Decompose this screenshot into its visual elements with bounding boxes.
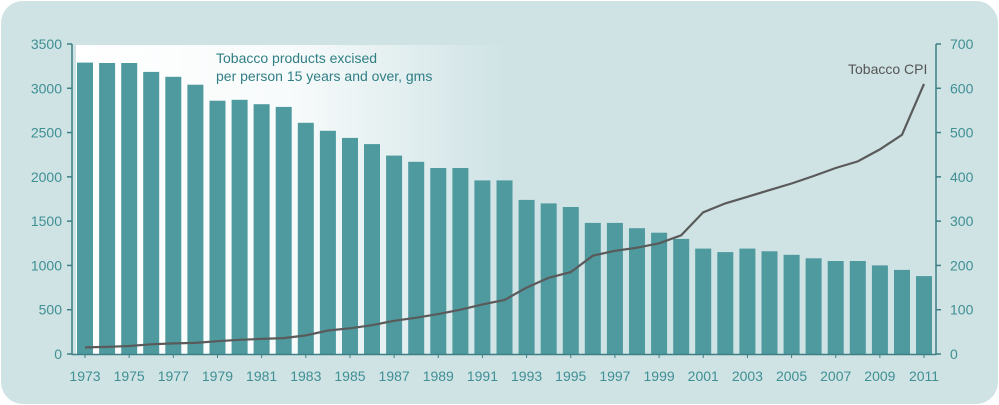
- bar-1980: [231, 99, 248, 354]
- bar-2010: [894, 269, 910, 354]
- bar-1993: [518, 199, 535, 354]
- x-tick-label: 1975: [114, 368, 145, 384]
- right-tick-label: 100: [950, 302, 974, 318]
- left-tick-label: 0: [54, 346, 62, 362]
- bar-2004: [761, 251, 778, 354]
- bar-2009: [871, 265, 888, 354]
- x-axis-ticks: 1973 1975 1977 1979 1981 1983 1985 1987 1989 1991…: [69, 354, 939, 384]
- left-axis-ticks: 0 500 1000 1500 2000 2500 3000 3500: [31, 36, 72, 362]
- x-tick-label: 1973: [69, 368, 100, 384]
- bar-1974: [99, 63, 116, 354]
- x-tick-label: 2003: [732, 368, 763, 384]
- x-tick-label: 1987: [379, 368, 410, 384]
- right-tick-label: 400: [950, 169, 974, 185]
- bar-1976: [143, 71, 160, 355]
- right-axis-ticks: 0 100 200 300 400 500 600 700: [936, 36, 974, 362]
- x-tick-label: 2001: [688, 368, 719, 384]
- bar-1981: [253, 104, 270, 354]
- right-tick-label: 500: [950, 125, 974, 141]
- x-tick-label: 1985: [334, 368, 365, 384]
- bar-2000: [673, 238, 690, 354]
- left-tick-label: 1500: [31, 213, 62, 229]
- right-tick-label: 300: [950, 213, 974, 229]
- bar-1977: [165, 76, 182, 355]
- x-tick-label: 1983: [290, 368, 321, 384]
- left-tick-label: 2000: [31, 169, 62, 185]
- x-tick-label: 1991: [467, 368, 498, 384]
- bar-1984: [319, 130, 336, 354]
- bar-2007: [827, 261, 844, 354]
- x-tick-label: 1977: [158, 368, 189, 384]
- bar-1989: [430, 168, 447, 354]
- bar-1991: [474, 180, 491, 354]
- x-tick-label: 1981: [246, 368, 277, 384]
- x-tick-label: 1989: [423, 368, 454, 384]
- x-tick-label: 1995: [555, 368, 586, 384]
- x-tick-label: 1979: [202, 368, 233, 384]
- right-tick-label: 700: [950, 36, 974, 52]
- right-tick-label: 600: [950, 80, 974, 96]
- left-tick-label: 3000: [31, 80, 62, 96]
- bar-1995: [562, 207, 579, 354]
- left-tick-label: 2500: [31, 125, 62, 141]
- x-tick-label: 2011: [909, 368, 939, 384]
- right-tick-label: 0: [950, 346, 958, 362]
- bar-1983: [297, 122, 314, 354]
- bar-2008: [849, 261, 866, 354]
- x-tick-label: 1999: [644, 368, 675, 384]
- x-tick-label: 2005: [776, 368, 807, 384]
- bar-1973: [77, 62, 93, 354]
- bar-2006: [805, 258, 822, 354]
- left-tick-label: 1000: [31, 257, 62, 273]
- bar-1982: [275, 106, 292, 355]
- cpi-annotation: Tobacco CPI: [848, 61, 927, 77]
- left-tick-label: 3500: [31, 36, 62, 52]
- bar-1990: [452, 168, 469, 354]
- bar-1985: [342, 137, 358, 354]
- tobacco-cpi-line: [84, 83, 926, 349]
- bar-1988: [408, 161, 425, 354]
- bar-1978: [187, 84, 204, 354]
- bar-2002: [717, 252, 734, 354]
- bar-2003: [739, 248, 756, 354]
- bar-2005: [783, 254, 800, 354]
- x-tick-label: 1997: [599, 368, 630, 384]
- bars-annotation-line1: Tobacco products excised: [216, 50, 377, 66]
- left-tick-label: 500: [39, 302, 63, 318]
- bars-annotation-line2: per person 15 years and over, gms: [216, 68, 432, 84]
- bar-series: [77, 62, 932, 355]
- bar-1998: [629, 228, 645, 354]
- bar-2001: [695, 248, 712, 354]
- x-tick-label: 2007: [820, 368, 851, 384]
- bar-1975: [121, 63, 138, 354]
- bar-1996: [584, 222, 601, 354]
- x-tick-label: 2009: [864, 368, 895, 384]
- bar-1992: [496, 180, 513, 354]
- bar-1986: [364, 144, 380, 354]
- bar-1997: [606, 222, 623, 354]
- x-tick-label: 1993: [511, 368, 542, 384]
- bar-1999: [651, 232, 668, 354]
- right-tick-label: 200: [950, 257, 974, 273]
- bar-1987: [386, 155, 403, 354]
- bar-1979: [209, 100, 226, 354]
- bar-2011: [916, 276, 932, 354]
